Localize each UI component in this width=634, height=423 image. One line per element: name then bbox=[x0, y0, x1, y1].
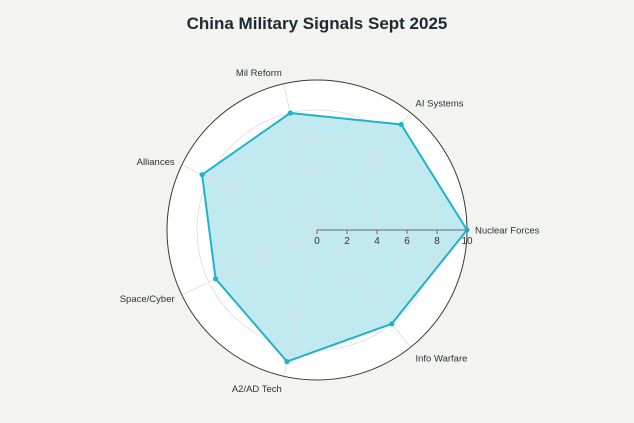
category-label: Space/Cyber bbox=[120, 294, 175, 305]
data-point-6 bbox=[284, 359, 290, 365]
category-label: AI Systems bbox=[416, 98, 464, 109]
radial-tick-label: 6 bbox=[404, 236, 410, 247]
data-point-3 bbox=[287, 110, 293, 116]
grid-spoke bbox=[283, 83, 318, 231]
category-label: Nuclear Forces bbox=[475, 226, 540, 237]
category-label: Info Warfare bbox=[416, 354, 468, 365]
grid-spoke bbox=[181, 229, 318, 296]
data-point-4 bbox=[199, 172, 205, 178]
grid-spoke bbox=[283, 229, 318, 377]
radial-tick-label: 4 bbox=[374, 236, 380, 247]
grid-spoke bbox=[316, 112, 411, 231]
radial-tick-label: 10 bbox=[461, 236, 473, 247]
series-line bbox=[201, 112, 468, 363]
category-label: Mil Reform bbox=[236, 68, 282, 79]
radial-tick-label: 0 bbox=[314, 236, 320, 247]
data-point-2 bbox=[398, 121, 404, 128]
chart-title: China Military Signals Sept 2025 bbox=[186, 14, 448, 33]
data-point-7 bbox=[389, 321, 395, 327]
radial-tick-label: 2 bbox=[344, 236, 350, 247]
data-point-5 bbox=[213, 276, 219, 282]
category-label: A2/AD Tech bbox=[232, 384, 282, 395]
radial-tick-label: 8 bbox=[434, 236, 440, 247]
grid-spoke bbox=[316, 229, 411, 348]
category-label: Alliances bbox=[137, 157, 175, 168]
series-area bbox=[202, 113, 467, 362]
